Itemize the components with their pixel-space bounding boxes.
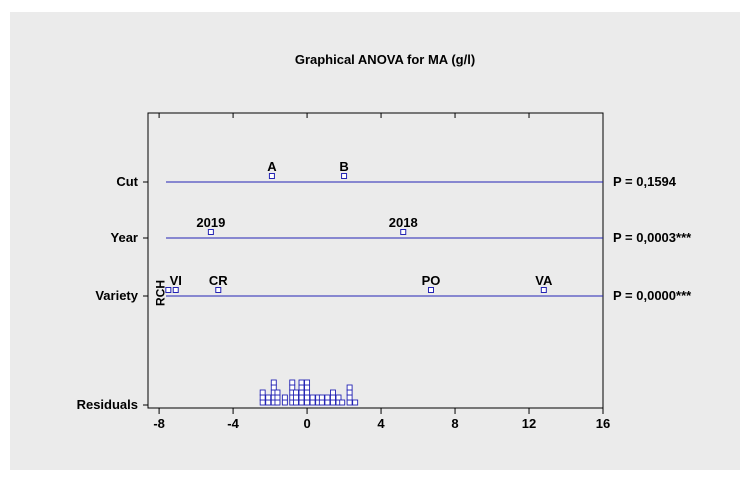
- effect-point: [400, 229, 407, 235]
- factor-label: Variety: [95, 288, 138, 303]
- residual-point: [330, 394, 336, 401]
- effect-point: [540, 287, 547, 293]
- residuals-label: Residuals: [77, 397, 138, 412]
- residual-point: [281, 394, 288, 401]
- residual-point: [346, 394, 353, 401]
- x-tick-label: 8: [451, 416, 458, 431]
- effect-point: [172, 287, 179, 293]
- effect-point: [341, 173, 348, 179]
- level-label: VA: [535, 273, 553, 288]
- residual-point: [293, 399, 299, 406]
- residual-point: [346, 384, 353, 391]
- p-value-label: P = 0,1594: [613, 174, 677, 189]
- residual-point: [259, 399, 266, 406]
- residual-point: [304, 399, 311, 406]
- residual-point: [309, 399, 316, 406]
- x-tick-label: 16: [596, 416, 610, 431]
- p-value-label: P = 0,0000***: [613, 288, 692, 303]
- residual-point: [274, 394, 281, 401]
- residual-point: [352, 399, 359, 406]
- residual-point: [281, 399, 288, 406]
- residual-point: [259, 389, 266, 396]
- plot-frame: [147, 112, 604, 409]
- residual-point: [304, 379, 311, 386]
- residual-point: [346, 389, 353, 396]
- residual-point: [259, 394, 266, 401]
- effect-point: [207, 229, 214, 235]
- residual-point: [298, 384, 305, 391]
- level-label: CR: [209, 273, 228, 288]
- residual-point: [335, 394, 342, 401]
- residual-point: [330, 389, 336, 396]
- residual-point: [270, 384, 277, 391]
- level-label: VI: [170, 273, 182, 288]
- level-label: A: [267, 159, 277, 174]
- residual-point: [293, 389, 299, 396]
- effect-point: [268, 173, 275, 179]
- x-tick-label: -8: [153, 416, 165, 431]
- chart-title: Graphical ANOVA for MA (g/l): [295, 52, 475, 67]
- residual-point: [298, 399, 305, 406]
- residual-point: [298, 394, 305, 401]
- residual-point: [289, 384, 296, 391]
- residual-point: [318, 394, 325, 401]
- x-tick-label: -4: [227, 416, 239, 431]
- residual-point: [274, 399, 281, 406]
- x-tick-label: 12: [522, 416, 536, 431]
- residual-point: [339, 399, 346, 406]
- factor-label: Cut: [116, 174, 138, 189]
- p-value-label: P = 0,0003***: [613, 230, 692, 245]
- residual-point: [298, 379, 305, 386]
- effect-point: [165, 287, 172, 293]
- level-label: 2019: [196, 215, 225, 230]
- effect-point: [427, 287, 434, 293]
- residual-point: [318, 399, 325, 406]
- residual-point: [330, 399, 336, 406]
- level-label: RCH: [153, 280, 167, 306]
- effect-point: [215, 287, 222, 293]
- residual-point: [265, 399, 272, 406]
- level-label: PO: [422, 273, 441, 288]
- residual-point: [289, 379, 296, 386]
- residual-point: [346, 399, 353, 406]
- residual-point: [304, 394, 311, 401]
- factor-label: Year: [111, 230, 138, 245]
- x-tick-label: 4: [377, 416, 385, 431]
- residual-point: [324, 399, 331, 406]
- x-tick-label: 0: [303, 416, 310, 431]
- residual-point: [270, 379, 277, 386]
- panel-background: [10, 12, 740, 470]
- residual-point: [298, 389, 305, 396]
- residual-point: [304, 384, 311, 391]
- level-label: 2018: [389, 215, 418, 230]
- residual-point: [265, 394, 272, 401]
- residual-point: [274, 389, 281, 396]
- residual-point: [309, 394, 316, 401]
- residual-point: [293, 394, 299, 401]
- residual-point: [304, 389, 311, 396]
- residual-point: [324, 394, 331, 401]
- level-label: B: [339, 159, 348, 174]
